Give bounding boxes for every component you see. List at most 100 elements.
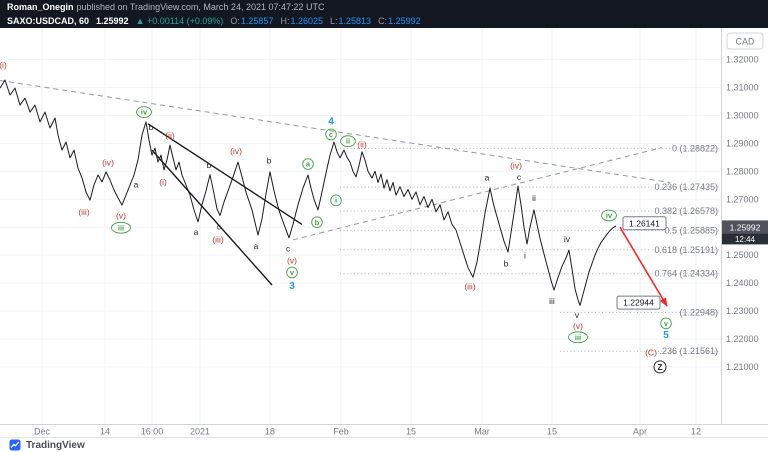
fib-level-label: 0.5 (1.25885) — [664, 225, 718, 235]
time-axis-label[interactable]: 15 — [547, 427, 557, 437]
tradingview-logo-icon — [9, 439, 21, 451]
wave-circle — [660, 317, 672, 330]
dashed-trendline[interactable] — [0, 80, 671, 183]
wave-label: a — [306, 160, 311, 169]
price-axis-label[interactable]: 1.32000 — [726, 55, 759, 65]
up-arrow-icon: ▲ — [135, 16, 145, 26]
wave-label: iii — [549, 296, 555, 306]
wave-label: i — [335, 196, 337, 205]
price-axis-label[interactable]: 1.27000 — [726, 194, 759, 204]
time-axis-label[interactable]: Feb — [333, 427, 349, 437]
time-axis-label[interactable]: 18 — [265, 427, 275, 437]
time-axis-label[interactable]: Apr — [633, 427, 647, 437]
dashed-trendline[interactable] — [292, 147, 663, 241]
fib-level-label: 0.382 (1.26578) — [654, 206, 718, 216]
open-value: O: 1.25857 — [230, 16, 274, 26]
symbol-name: SAXO:USDCAD, 60 — [7, 16, 90, 26]
wave-label: c — [329, 130, 333, 139]
price-change: ▲ +0.00114 (+0.09%) — [136, 16, 224, 26]
fib-level-label: 0.764 (1.24334) — [654, 269, 718, 279]
wave-label: ii — [346, 137, 350, 146]
price-chart[interactable]: 0 (1.28822) 0.236 (1.27435) 0.382 (1.26578… — [0, 28, 768, 437]
time-axis-label[interactable]: 15 — [406, 427, 416, 437]
price-axis-label[interactable]: 1.29000 — [726, 138, 759, 148]
wave-label: a — [194, 227, 199, 237]
price-callout-text: 1.22944 — [623, 298, 654, 308]
wave-label: c — [286, 243, 291, 253]
wave-label: (iii) — [464, 281, 475, 291]
wave-label: 5 — [663, 330, 669, 341]
time-axis-label[interactable]: 16:00 — [141, 427, 164, 437]
time-axis-label[interactable]: 12 — [691, 427, 701, 437]
wave-label: (i) — [159, 177, 167, 187]
price-axis-label[interactable]: 1.24000 — [726, 278, 759, 288]
price-axis-label[interactable]: 1.25000 — [726, 250, 759, 260]
projection-arrow[interactable] — [619, 226, 668, 307]
publish-info-bar: Roman_Onegin published on TradingView.co… — [0, 0, 768, 14]
price-callout[interactable] — [616, 295, 661, 310]
wave-label: v — [664, 319, 669, 328]
chart-layer-grid — [0, 28, 721, 424]
price-callout-text: 1.26141 — [629, 218, 660, 228]
last-price-tag-text: 1.25992 — [730, 222, 761, 232]
tradingview-link[interactable]: TradingView — [0, 437, 768, 452]
chart-layer-fib: 0 (1.28822) 0.236 (1.27435) 0.382 (1.26578… — [340, 143, 721, 356]
wave-label: iii — [118, 223, 124, 232]
solid-trendline[interactable] — [151, 149, 273, 286]
wave-circle — [286, 266, 298, 279]
wave-label: b — [149, 122, 154, 132]
price-axis-label[interactable]: 1.31000 — [726, 82, 759, 92]
wave-label: (iii) — [78, 207, 89, 217]
wave-label: b — [207, 160, 212, 170]
time-axis-label[interactable]: Mar — [474, 427, 490, 437]
wave-circle — [111, 221, 131, 234]
fib-level-label: (1.22948) — [679, 307, 718, 317]
time-axis-label[interactable]: 14 — [100, 427, 110, 437]
chart-layer-overlay: 1.26141 1.22944 1.25992 12:44 — [616, 216, 768, 310]
wave-label: (C) — [645, 347, 657, 357]
fib-level-label: 0.236 (1.27435) — [654, 182, 718, 192]
change-value: +0.00114 (+0.09%) — [147, 16, 224, 26]
wave-circle — [568, 331, 588, 344]
wave-circle — [302, 158, 314, 170]
wave-label: a — [485, 172, 490, 182]
low-value: L: 1.25813 — [330, 16, 372, 26]
wave-label: iv — [564, 234, 571, 244]
currency-box[interactable] — [726, 32, 764, 50]
wave-label: a — [254, 241, 259, 251]
wave-label: iii — [575, 333, 581, 342]
price-axis-label[interactable]: 1.28000 — [726, 166, 759, 176]
publisher-name: Roman_Onegin — [7, 2, 74, 12]
wave-label: b — [504, 259, 509, 269]
wave-label: (v) — [287, 256, 297, 266]
solid-trendline[interactable] — [147, 123, 303, 225]
wave-label: b — [267, 156, 272, 166]
wave-label: (iv) — [510, 161, 522, 171]
price-axis-label[interactable]: 1.23000 — [726, 306, 759, 316]
wave-label: (v) — [116, 210, 126, 220]
publish-info-text: published on TradingView.com, March 24, … — [76, 2, 325, 12]
time-axis-label[interactable]: Dec — [34, 427, 51, 437]
wave-label: (iv) — [102, 157, 114, 167]
price-axis-label[interactable]: 1.30000 — [726, 110, 759, 120]
chart-layer-series — [0, 79, 617, 306]
wave-label: (iv) — [230, 146, 242, 156]
wave-label: iv — [606, 211, 613, 220]
last-price-tag — [722, 220, 768, 234]
wave-label: b — [315, 218, 320, 227]
wave-label: (iii) — [212, 234, 223, 244]
bar-countdown-tag — [722, 233, 768, 245]
wave-circle — [136, 106, 152, 118]
fib-level-label: .236 (1.21561) — [659, 346, 718, 356]
time-axis-label[interactable]: 2021 — [190, 427, 210, 437]
wave-circle — [653, 360, 667, 374]
price-axis-label[interactable]: 1.21000 — [726, 362, 759, 372]
currency-label: CAD — [735, 37, 755, 47]
price-axis-label[interactable]: 1.22000 — [726, 334, 759, 344]
wave-label: iv — [141, 108, 148, 117]
wave-label: ii — [532, 193, 536, 203]
price-path — [0, 79, 617, 306]
price-callout[interactable] — [622, 216, 667, 231]
wave-label: (i) — [0, 60, 7, 70]
